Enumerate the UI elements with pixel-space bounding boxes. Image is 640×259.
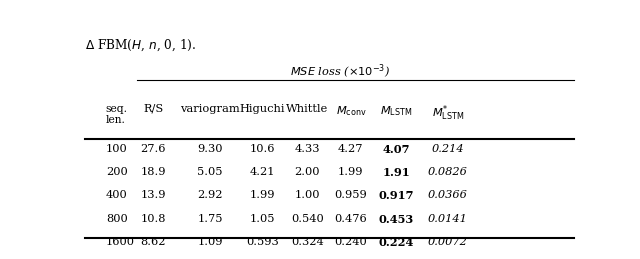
Text: 1.75: 1.75 xyxy=(197,214,223,224)
Text: 0.0366: 0.0366 xyxy=(428,190,468,200)
Text: 0.224: 0.224 xyxy=(379,237,414,248)
Text: 10.8: 10.8 xyxy=(141,214,166,224)
Text: 1.05: 1.05 xyxy=(250,214,275,224)
Text: 1.09: 1.09 xyxy=(197,237,223,247)
Text: R/S: R/S xyxy=(143,104,164,114)
Text: Whittle: Whittle xyxy=(286,104,328,114)
Text: 13.9: 13.9 xyxy=(141,190,166,200)
Text: 1.99: 1.99 xyxy=(250,190,275,200)
Text: 2.92: 2.92 xyxy=(197,190,223,200)
Text: 0.324: 0.324 xyxy=(291,237,324,247)
Text: 0.0141: 0.0141 xyxy=(428,214,468,224)
Text: 8.62: 8.62 xyxy=(141,237,166,247)
Text: 27.6: 27.6 xyxy=(141,144,166,154)
Text: 0.453: 0.453 xyxy=(379,214,414,225)
Text: 0.240: 0.240 xyxy=(335,237,367,247)
Text: 4.33: 4.33 xyxy=(294,144,320,154)
Text: 0.0072: 0.0072 xyxy=(428,237,468,247)
Text: 1.00: 1.00 xyxy=(294,190,320,200)
Text: 0.917: 0.917 xyxy=(379,190,414,202)
Text: $\Delta$ FBM($H$, $n$, 0, 1).: $\Delta$ FBM($H$, $n$, 0, 1). xyxy=(85,37,196,53)
Text: 100: 100 xyxy=(106,144,127,154)
Text: 18.9: 18.9 xyxy=(141,167,166,177)
Text: $M^{*}_{\mathrm{LSTM}}$: $M^{*}_{\mathrm{LSTM}}$ xyxy=(432,104,464,124)
Text: $MSE$ loss ($\times10^{-3}$): $MSE$ loss ($\times10^{-3}$) xyxy=(291,63,390,81)
Text: variogram: variogram xyxy=(180,104,240,114)
Text: Higuchi: Higuchi xyxy=(240,104,285,114)
Text: 200: 200 xyxy=(106,167,127,177)
Text: 4.27: 4.27 xyxy=(338,144,364,154)
Text: 1.99: 1.99 xyxy=(338,167,364,177)
Text: 0.476: 0.476 xyxy=(335,214,367,224)
Text: 4.21: 4.21 xyxy=(250,167,275,177)
Text: 9.30: 9.30 xyxy=(197,144,223,154)
Text: $M_{\mathrm{conv}}$: $M_{\mathrm{conv}}$ xyxy=(335,104,366,118)
Text: $M_{\mathrm{LSTM}}$: $M_{\mathrm{LSTM}}$ xyxy=(380,104,413,118)
Text: 2.00: 2.00 xyxy=(294,167,320,177)
Text: 400: 400 xyxy=(106,190,127,200)
Text: 0.593: 0.593 xyxy=(246,237,279,247)
Text: 5.05: 5.05 xyxy=(197,167,223,177)
Text: 0.959: 0.959 xyxy=(335,190,367,200)
Text: 4.07: 4.07 xyxy=(383,144,410,155)
Text: 10.6: 10.6 xyxy=(250,144,275,154)
Text: 0.540: 0.540 xyxy=(291,214,324,224)
Text: 1.91: 1.91 xyxy=(383,167,410,178)
Text: 1600: 1600 xyxy=(106,237,135,247)
Text: 0.214: 0.214 xyxy=(432,144,465,154)
Text: 800: 800 xyxy=(106,214,127,224)
Text: seq.
len.: seq. len. xyxy=(106,104,128,125)
Text: 0.0826: 0.0826 xyxy=(428,167,468,177)
